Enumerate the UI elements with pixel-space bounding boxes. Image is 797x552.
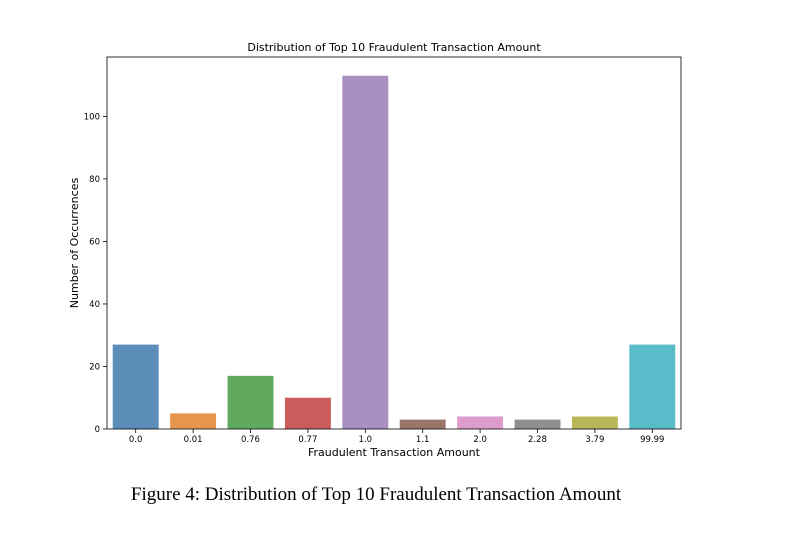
bar-0.01 <box>170 413 217 429</box>
bar-99.99 <box>629 344 676 429</box>
bar-1.0 <box>342 75 389 430</box>
bar-2.28 <box>514 419 561 429</box>
x-tick-label: 0.01 <box>184 435 203 445</box>
bar-2.0 <box>457 416 504 429</box>
bar-0.0 <box>112 344 159 429</box>
figure-caption: Figure 4: Distribution of Top 10 Fraudul… <box>130 484 622 505</box>
y-axis-ticks: 0 20 40 60 80 100 <box>84 112 107 435</box>
x-tick-label: 2.0 <box>473 435 487 445</box>
y-axis-label: Number of Occurrences <box>68 178 81 309</box>
y-tick-label: 100 <box>84 112 100 122</box>
x-tick-label: 99.99 <box>640 435 664 445</box>
x-tick-label: 0.77 <box>298 435 317 445</box>
chart-title: Distribution of Top 10 Fraudulent Transa… <box>247 41 541 54</box>
y-tick-label: 0 <box>95 425 100 435</box>
x-tick-label: 1.1 <box>416 435 430 445</box>
plot-frame <box>106 56 682 430</box>
x-tick-label: 0.76 <box>241 435 260 445</box>
bar-1.1 <box>399 419 446 429</box>
bar-3.79 <box>571 416 618 429</box>
bars-group <box>112 75 676 430</box>
y-tick-label: 40 <box>89 300 100 310</box>
x-axis-ticks: 0.0 0.01 0.76 0.77 1.0 1.1 2.0 2.28 3.79 99.99 <box>129 429 664 445</box>
x-tick-label: 1.0 <box>359 435 373 445</box>
y-tick-label: 80 <box>89 175 100 185</box>
x-tick-label: 3.79 <box>585 435 604 445</box>
x-tick-label: 0.0 <box>129 435 143 445</box>
x-tick-label: 2.28 <box>528 435 547 445</box>
bar-0.76 <box>227 375 274 429</box>
bar-0.77 <box>284 397 331 429</box>
y-tick-label: 20 <box>89 362 100 372</box>
y-tick-label: 60 <box>89 237 100 247</box>
x-axis-label: Fraudulent Transaction Amount <box>308 446 481 459</box>
